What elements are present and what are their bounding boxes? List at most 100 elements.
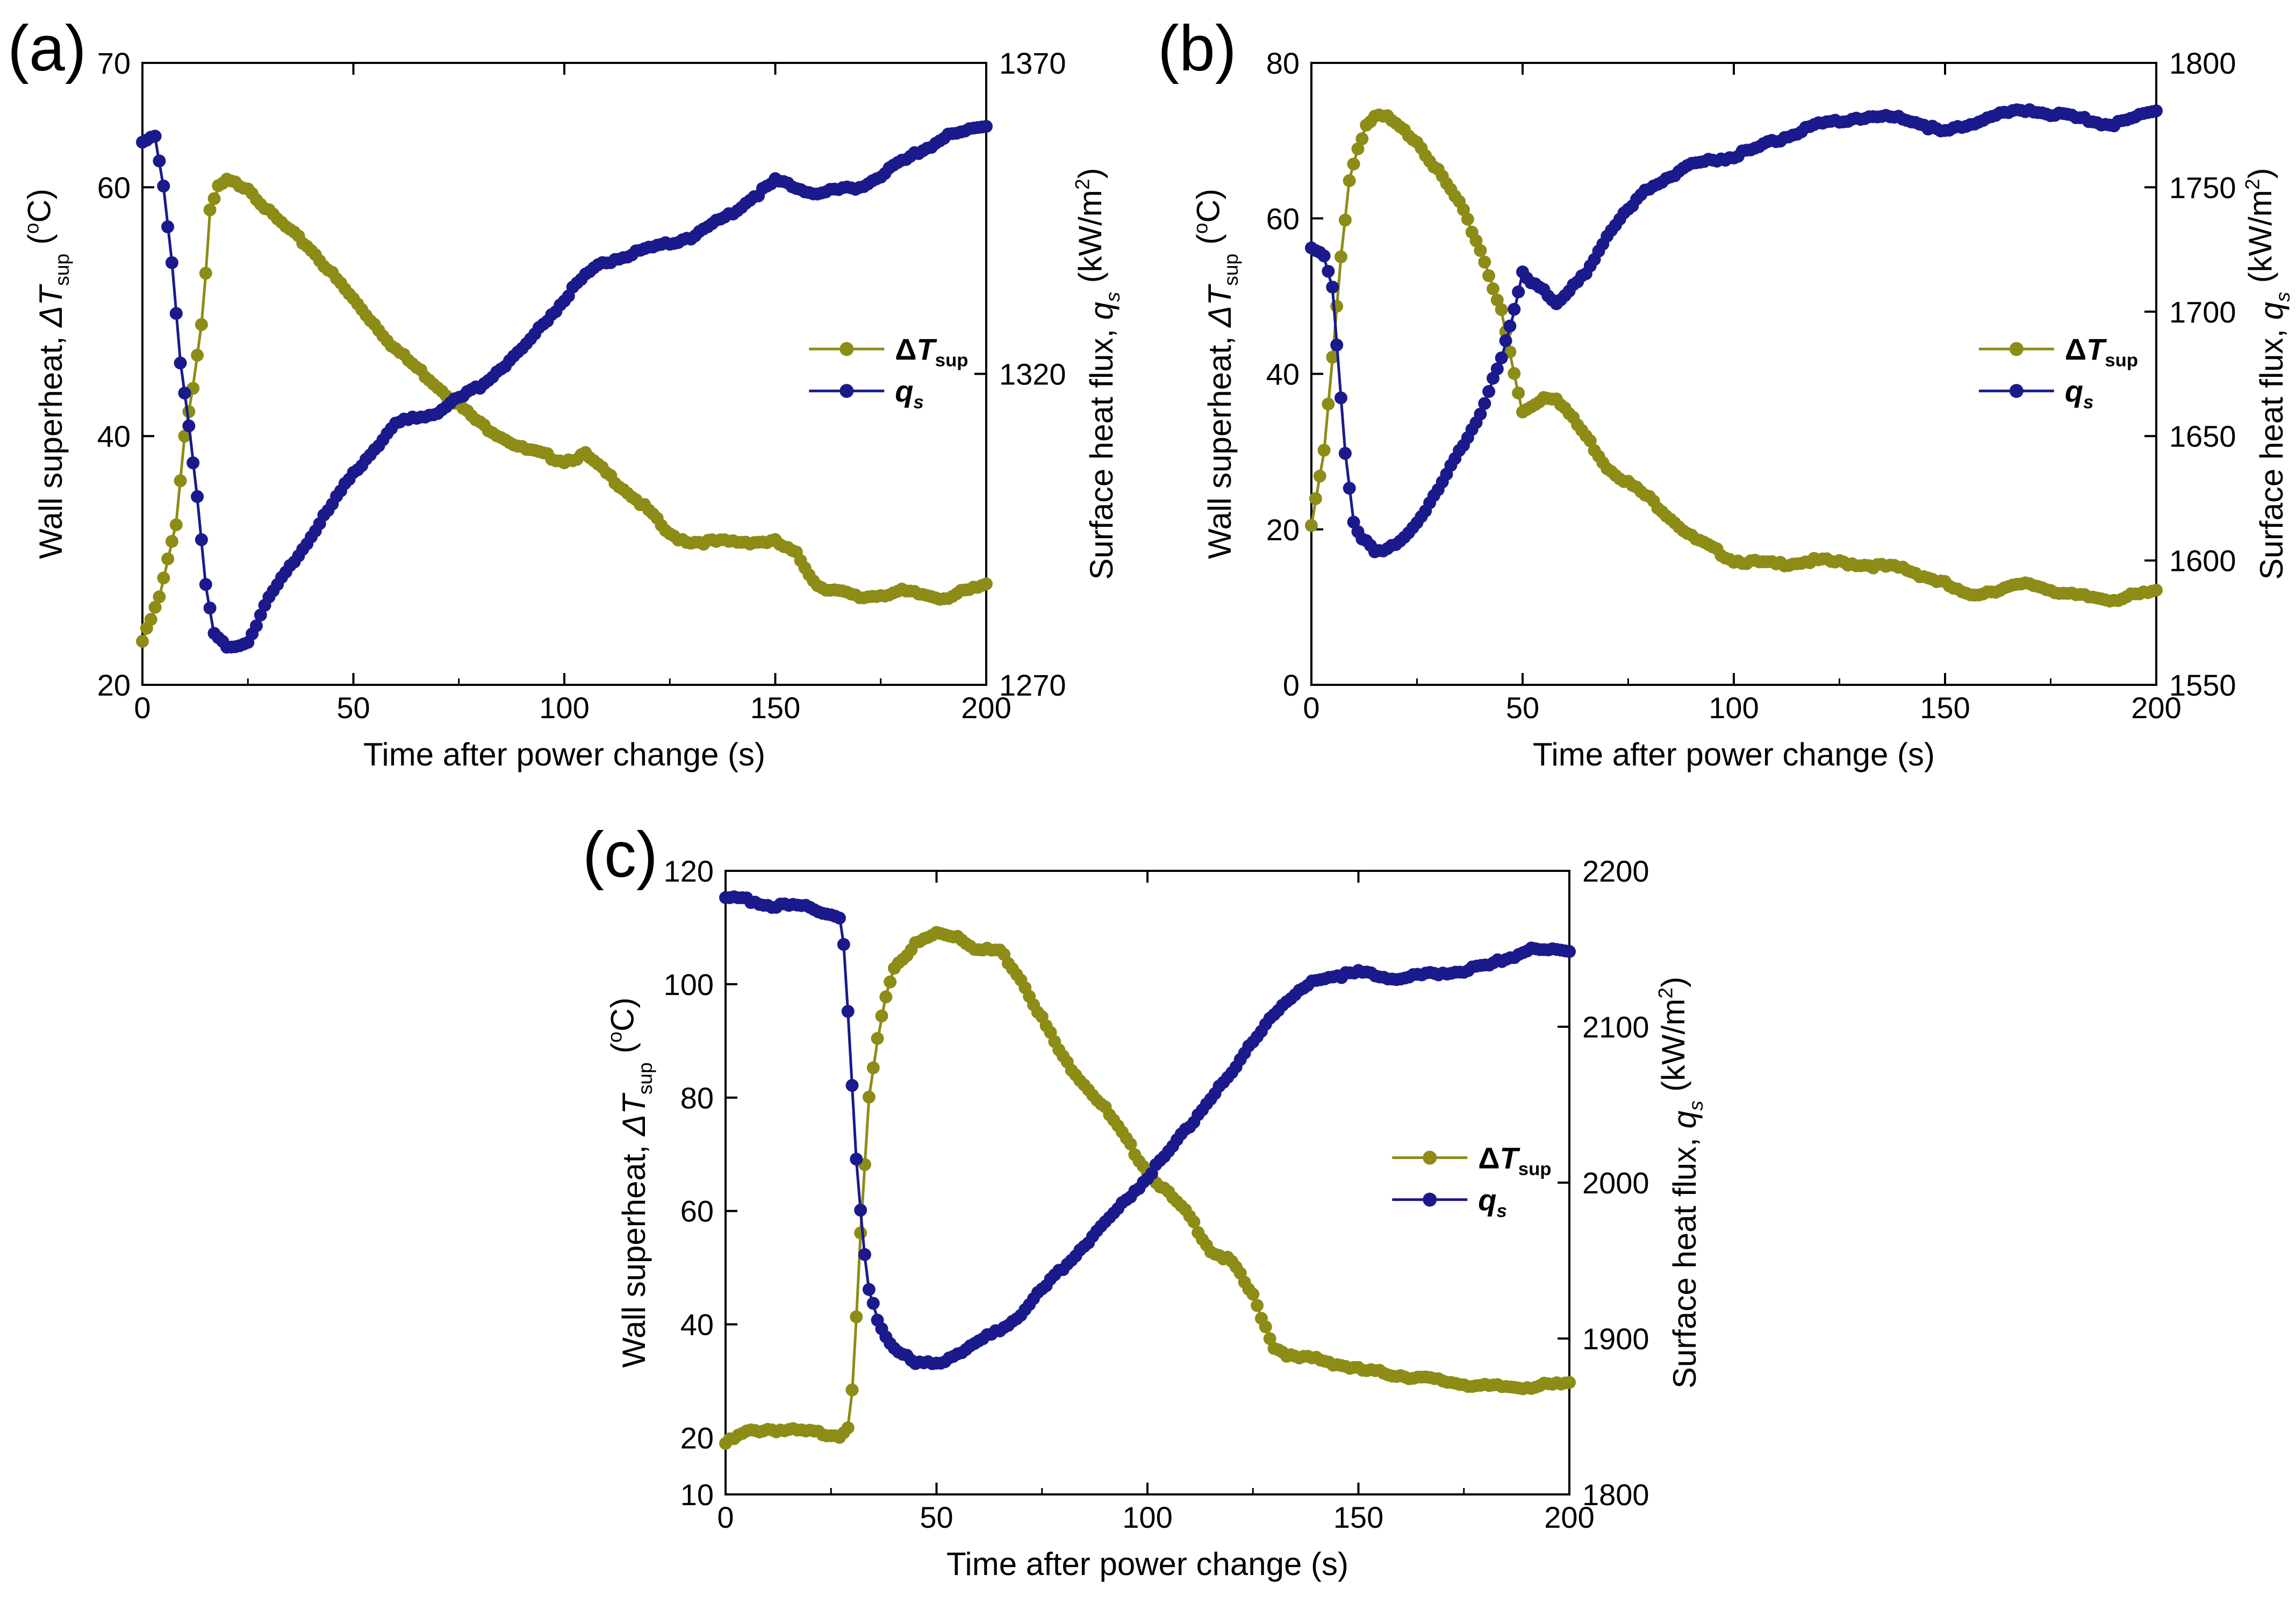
x-tick-label: 100 (539, 691, 589, 725)
y-left-tick-label: 40 (97, 419, 131, 453)
data-point (157, 571, 170, 585)
data-point (1330, 338, 1344, 352)
data-point (1305, 519, 1318, 532)
data-point (1583, 434, 1597, 447)
x-tick-label: 0 (1303, 691, 1319, 725)
x-tick-label: 0 (134, 691, 150, 725)
data-point (174, 474, 187, 488)
data-point (1563, 945, 1576, 958)
y-right-tick-label: 1600 (2169, 544, 2236, 578)
data-point (1351, 142, 1365, 155)
data-point (136, 635, 149, 648)
x-tick-label: 100 (1709, 691, 1759, 725)
data-point (866, 1297, 880, 1310)
y-left-tick-label: 10 (680, 1478, 714, 1512)
y-right-tick-label: 1320 (999, 357, 1066, 391)
series-heatflux (136, 120, 993, 654)
data-point (250, 619, 263, 633)
series-superheat (1305, 108, 2163, 608)
data-point (858, 1248, 871, 1261)
data-point (1343, 174, 1356, 188)
data-point (1508, 367, 1521, 380)
y-right-tick-label: 1800 (1582, 1478, 1649, 1512)
y-right-tick-label: 2000 (1582, 1166, 1649, 1200)
y-right-tick-label: 1750 (2169, 170, 2236, 204)
y-right-axis-title-text: Surface heat flux, qs (kW/m2) (1071, 168, 1124, 579)
data-point (195, 318, 208, 331)
data-point (2150, 104, 2163, 118)
data-point (1251, 1299, 1264, 1312)
legend-label-heatflux: qs (2065, 374, 2094, 412)
y-left-tick-label: 20 (680, 1421, 714, 1455)
y-left-axis-title-text: Wall superheat, ΔTsup (oC) (1189, 189, 1242, 559)
data-point (169, 307, 183, 320)
legend-label-superheat: ΔTsup (1478, 1141, 1551, 1179)
y-right-tick-label: 1700 (2169, 295, 2236, 329)
data-point (1512, 387, 1525, 400)
legend: ΔTsup qs (1978, 332, 2138, 413)
x-axis-title: Time after power change (s) (1533, 736, 1935, 772)
data-point (1334, 250, 1347, 263)
data-point (1478, 255, 1491, 269)
data-point (157, 180, 170, 193)
legend-label-superheat: ΔTsup (895, 332, 968, 370)
data-point (884, 975, 897, 989)
data-point (199, 578, 212, 591)
x-tick-label: 50 (920, 1500, 953, 1534)
y-right-axis-title: Surface heat flux, qs (kW/m2) (1654, 977, 1707, 1389)
data-point (148, 130, 162, 143)
panel-label-a: (a) (8, 12, 87, 84)
data-point (174, 356, 187, 370)
chart-panel-1: 0 50 100 150 200 0 20 40 60 80 1550 1600 1650 1700 175… (1189, 46, 2294, 772)
y-right-tick-label: 1650 (2169, 419, 2236, 453)
data-point (1259, 1320, 1272, 1334)
data-point (833, 911, 846, 925)
data-point (1263, 1332, 1276, 1346)
y-left-tick-label: 120 (664, 854, 714, 888)
data-point (203, 203, 217, 217)
x-tick-label: 150 (1333, 1500, 1383, 1534)
x-tick-label: 50 (1506, 691, 1539, 725)
y-left-tick-label: 40 (1266, 357, 1300, 391)
data-point (1461, 212, 1474, 226)
y-left-tick-label: 70 (97, 46, 131, 80)
data-point (879, 990, 893, 1004)
data-point (199, 267, 212, 280)
series-heatflux (719, 890, 1576, 1370)
data-point (1187, 1215, 1201, 1228)
y-left-tick-label: 60 (97, 170, 131, 204)
data-point (169, 518, 183, 532)
data-point (165, 256, 178, 269)
data-point (1503, 319, 1517, 333)
data-point (144, 613, 157, 626)
legend-marker (1423, 1150, 1437, 1165)
data-point (1512, 285, 1525, 299)
panel-label-c: (c) (583, 819, 658, 891)
y-left-axis-title: Wall superheat, ΔTsup (oC) (20, 189, 73, 559)
y-right-axis-title: Surface heat flux, qs (kW/m2) (1071, 168, 1124, 579)
data-point (1482, 385, 1496, 398)
y-left-axis-title: Wall superheat, ΔTsup (oC) (603, 998, 656, 1368)
panel-label-b: (b) (1158, 12, 1237, 84)
data-point (1478, 397, 1491, 410)
y-left-axis-title: Wall superheat, ΔTsup (oC) (1189, 189, 1242, 559)
y-left-tick-label: 60 (680, 1194, 714, 1228)
y-right-tick-label: 1800 (2169, 46, 2236, 80)
data-point (254, 609, 267, 622)
y-left-tick-label: 40 (680, 1308, 714, 1342)
y-right-tick-label: 1550 (2169, 668, 2236, 702)
data-point (845, 1079, 859, 1092)
legend-label-heatflux: qs (895, 374, 924, 412)
legend-marker (2009, 384, 2024, 398)
data-point (1495, 351, 1508, 364)
y-left-tick-label: 0 (1283, 668, 1300, 702)
y-left-tick-label: 100 (664, 968, 714, 1001)
data-point (862, 1283, 876, 1296)
chart-panel-2: 0 50 100 150 200 10 20 40 60 80 100 120 1800 1900 2000… (603, 854, 1707, 1582)
y-right-axis-title: Surface heat flux, qs (kW/m2) (2241, 168, 2294, 579)
legend-marker (840, 384, 854, 398)
y-right-tick-label: 1370 (999, 46, 1066, 80)
data-point (841, 1421, 855, 1435)
data-point (191, 490, 204, 503)
